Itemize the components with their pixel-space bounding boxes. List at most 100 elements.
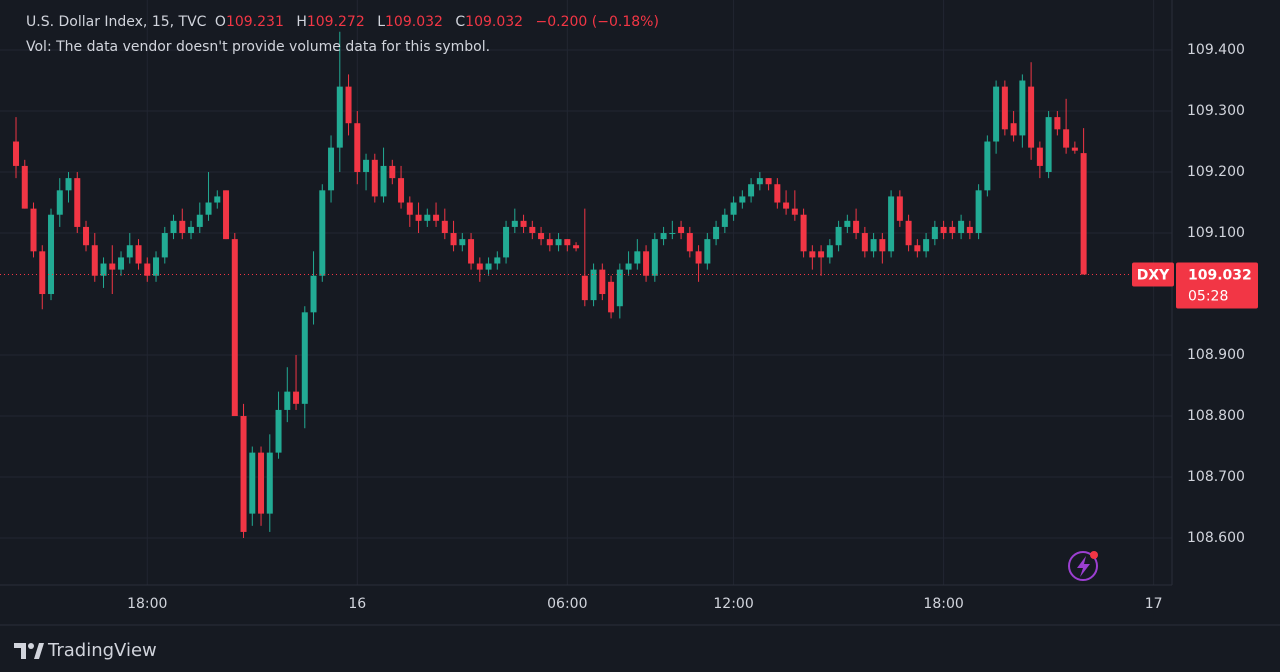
- candle-body: [83, 226, 90, 246]
- candle-body: [371, 159, 378, 197]
- ohlc-value: 109.032: [385, 14, 443, 30]
- candle-body: [993, 86, 1000, 142]
- candle-body: [958, 220, 965, 234]
- candle-body: [651, 239, 658, 276]
- candle-body: [275, 409, 282, 453]
- candles: [13, 31, 1087, 539]
- candle-body: [573, 245, 580, 249]
- candle-body: [721, 214, 728, 227]
- x-tick-label: 12:00: [713, 596, 753, 612]
- candle-body: [118, 257, 125, 270]
- candle-body: [800, 214, 807, 252]
- candle-body: [503, 226, 510, 258]
- candle-body: [336, 86, 343, 148]
- y-tick-label: 109.400: [1187, 42, 1245, 58]
- x-tick-label: 17: [1145, 596, 1163, 612]
- ohlc-value: 109.032: [465, 14, 523, 30]
- candle-body: [450, 233, 457, 246]
- ohlc-label: O: [215, 14, 226, 30]
- candle-body: [730, 202, 737, 215]
- candle-body: [923, 239, 930, 252]
- candle-body: [345, 86, 352, 124]
- y-tick-label: 108.900: [1187, 347, 1245, 363]
- candle-body: [56, 190, 63, 215]
- candle-body: [870, 239, 877, 252]
- candle-body: [433, 214, 440, 221]
- candle-body: [389, 165, 396, 179]
- candle-body: [231, 239, 238, 417]
- y-tick-label: 108.700: [1187, 469, 1245, 485]
- candle-body: [21, 165, 28, 209]
- candle-body: [468, 239, 475, 264]
- candle-body: [1001, 86, 1008, 130]
- candle-body: [599, 269, 606, 295]
- candle-body: [398, 178, 405, 203]
- symbol-tag: [1132, 262, 1174, 287]
- candle-body: [581, 275, 588, 301]
- y-tick-label: 109.300: [1187, 103, 1245, 119]
- y-tick-label: 109.100: [1187, 225, 1245, 241]
- candle-body: [713, 226, 720, 240]
- candle-body: [546, 239, 553, 246]
- candle-body: [844, 220, 851, 227]
- alert-ring: [1068, 551, 1098, 581]
- candle-body: [48, 214, 55, 295]
- candle-body: [966, 226, 973, 234]
- candle-body: [896, 196, 903, 221]
- candle-body: [783, 202, 790, 209]
- candle-body: [660, 233, 667, 240]
- candle-body: [380, 165, 387, 197]
- candle-body: [905, 220, 912, 246]
- candle-body: [975, 190, 982, 234]
- candle-body: [258, 452, 265, 514]
- candle-body: [249, 452, 256, 514]
- candle-body: [65, 178, 72, 191]
- candle-body: [1010, 123, 1017, 136]
- ohlc-label: C: [455, 14, 465, 30]
- y-tick-label: 109.200: [1187, 164, 1245, 180]
- candle-body: [818, 251, 825, 258]
- candle-body: [179, 220, 186, 234]
- candle-body: [196, 214, 203, 227]
- candle-body: [135, 245, 142, 264]
- logo-part: [14, 643, 26, 659]
- candle-body: [835, 226, 842, 246]
- candle-body: [861, 233, 868, 252]
- candle-body: [13, 141, 20, 166]
- candle-body: [223, 190, 230, 240]
- candle-body: [511, 220, 518, 227]
- candle-body: [459, 239, 466, 246]
- candle-body: [678, 226, 685, 234]
- candle-body: [1028, 86, 1035, 148]
- candle-body: [616, 269, 623, 307]
- candle-body: [126, 245, 133, 258]
- candle-body: [809, 251, 816, 258]
- symbol-label: DXY: [1137, 268, 1170, 284]
- ohlc-label: L: [377, 14, 385, 30]
- candle-body: [1071, 147, 1078, 151]
- y-tick-label: 108.600: [1187, 530, 1245, 546]
- candle-body: [826, 245, 833, 258]
- candle-body: [310, 275, 317, 313]
- candle-body: [406, 202, 413, 215]
- candle-body: [74, 178, 81, 227]
- candle-body: [441, 220, 448, 234]
- last-price-label: 109.032: [1188, 268, 1252, 284]
- candle-body: [494, 257, 501, 264]
- alert-icon[interactable]: [1068, 551, 1098, 581]
- candle-body: [293, 391, 300, 404]
- ohlc-value: 109.272: [307, 14, 365, 30]
- candle-body: [476, 263, 483, 270]
- candle-body: [931, 226, 938, 240]
- candle-body: [669, 233, 676, 235]
- alert-bolt: [1077, 556, 1090, 577]
- ohlc-value: 109.231: [226, 14, 284, 30]
- candle-body: [756, 178, 763, 185]
- candle-body: [170, 220, 177, 234]
- candle-body: [520, 220, 527, 227]
- candle-body: [625, 263, 632, 270]
- candle-body: [328, 147, 335, 191]
- candle-body: [39, 251, 46, 295]
